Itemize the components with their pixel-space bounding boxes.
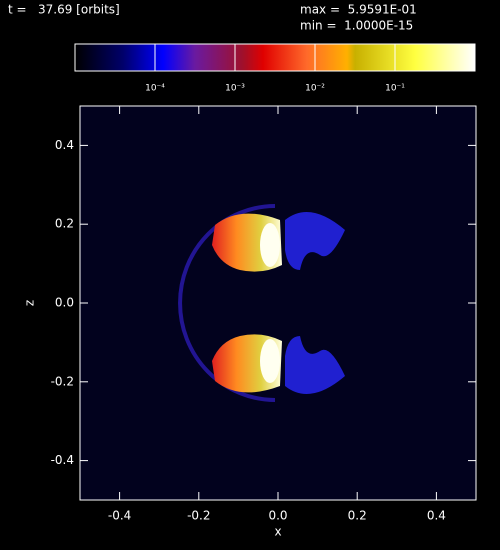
x-tick-label: -0.4 [108,509,131,523]
y-tick-label: -0.2 [51,374,74,388]
time-label: t = 37.69 [orbits] [8,3,120,17]
x-tick-label: 0.4 [427,509,446,523]
density-image [178,204,345,402]
y-axis-label: z [23,300,37,306]
max-label: max = 5.9591E-01 [300,3,417,17]
min-label: min = 1.0000E-15 [300,19,413,33]
x-tick-label: -0.2 [187,509,210,523]
colorbar-tick-label: 10⁻¹ [385,84,405,94]
plot-area [79,105,477,501]
x-axis-label: x [274,525,281,539]
colorbar-tick-label: 10⁻³ [225,84,245,94]
colorbar [74,43,476,72]
y-tick-label: 0.2 [55,217,74,231]
y-tick-label: 0.4 [55,138,74,152]
x-tick-label: 0.2 [348,509,367,523]
y-tick-label: -0.4 [51,453,74,467]
y-tick-label: 0.0 [55,296,74,310]
colorbar-tick-label: 10⁻⁴ [145,84,165,94]
colorbar-tick-label: 10⁻² [305,84,325,94]
x-tick-label: 0.0 [268,509,287,523]
